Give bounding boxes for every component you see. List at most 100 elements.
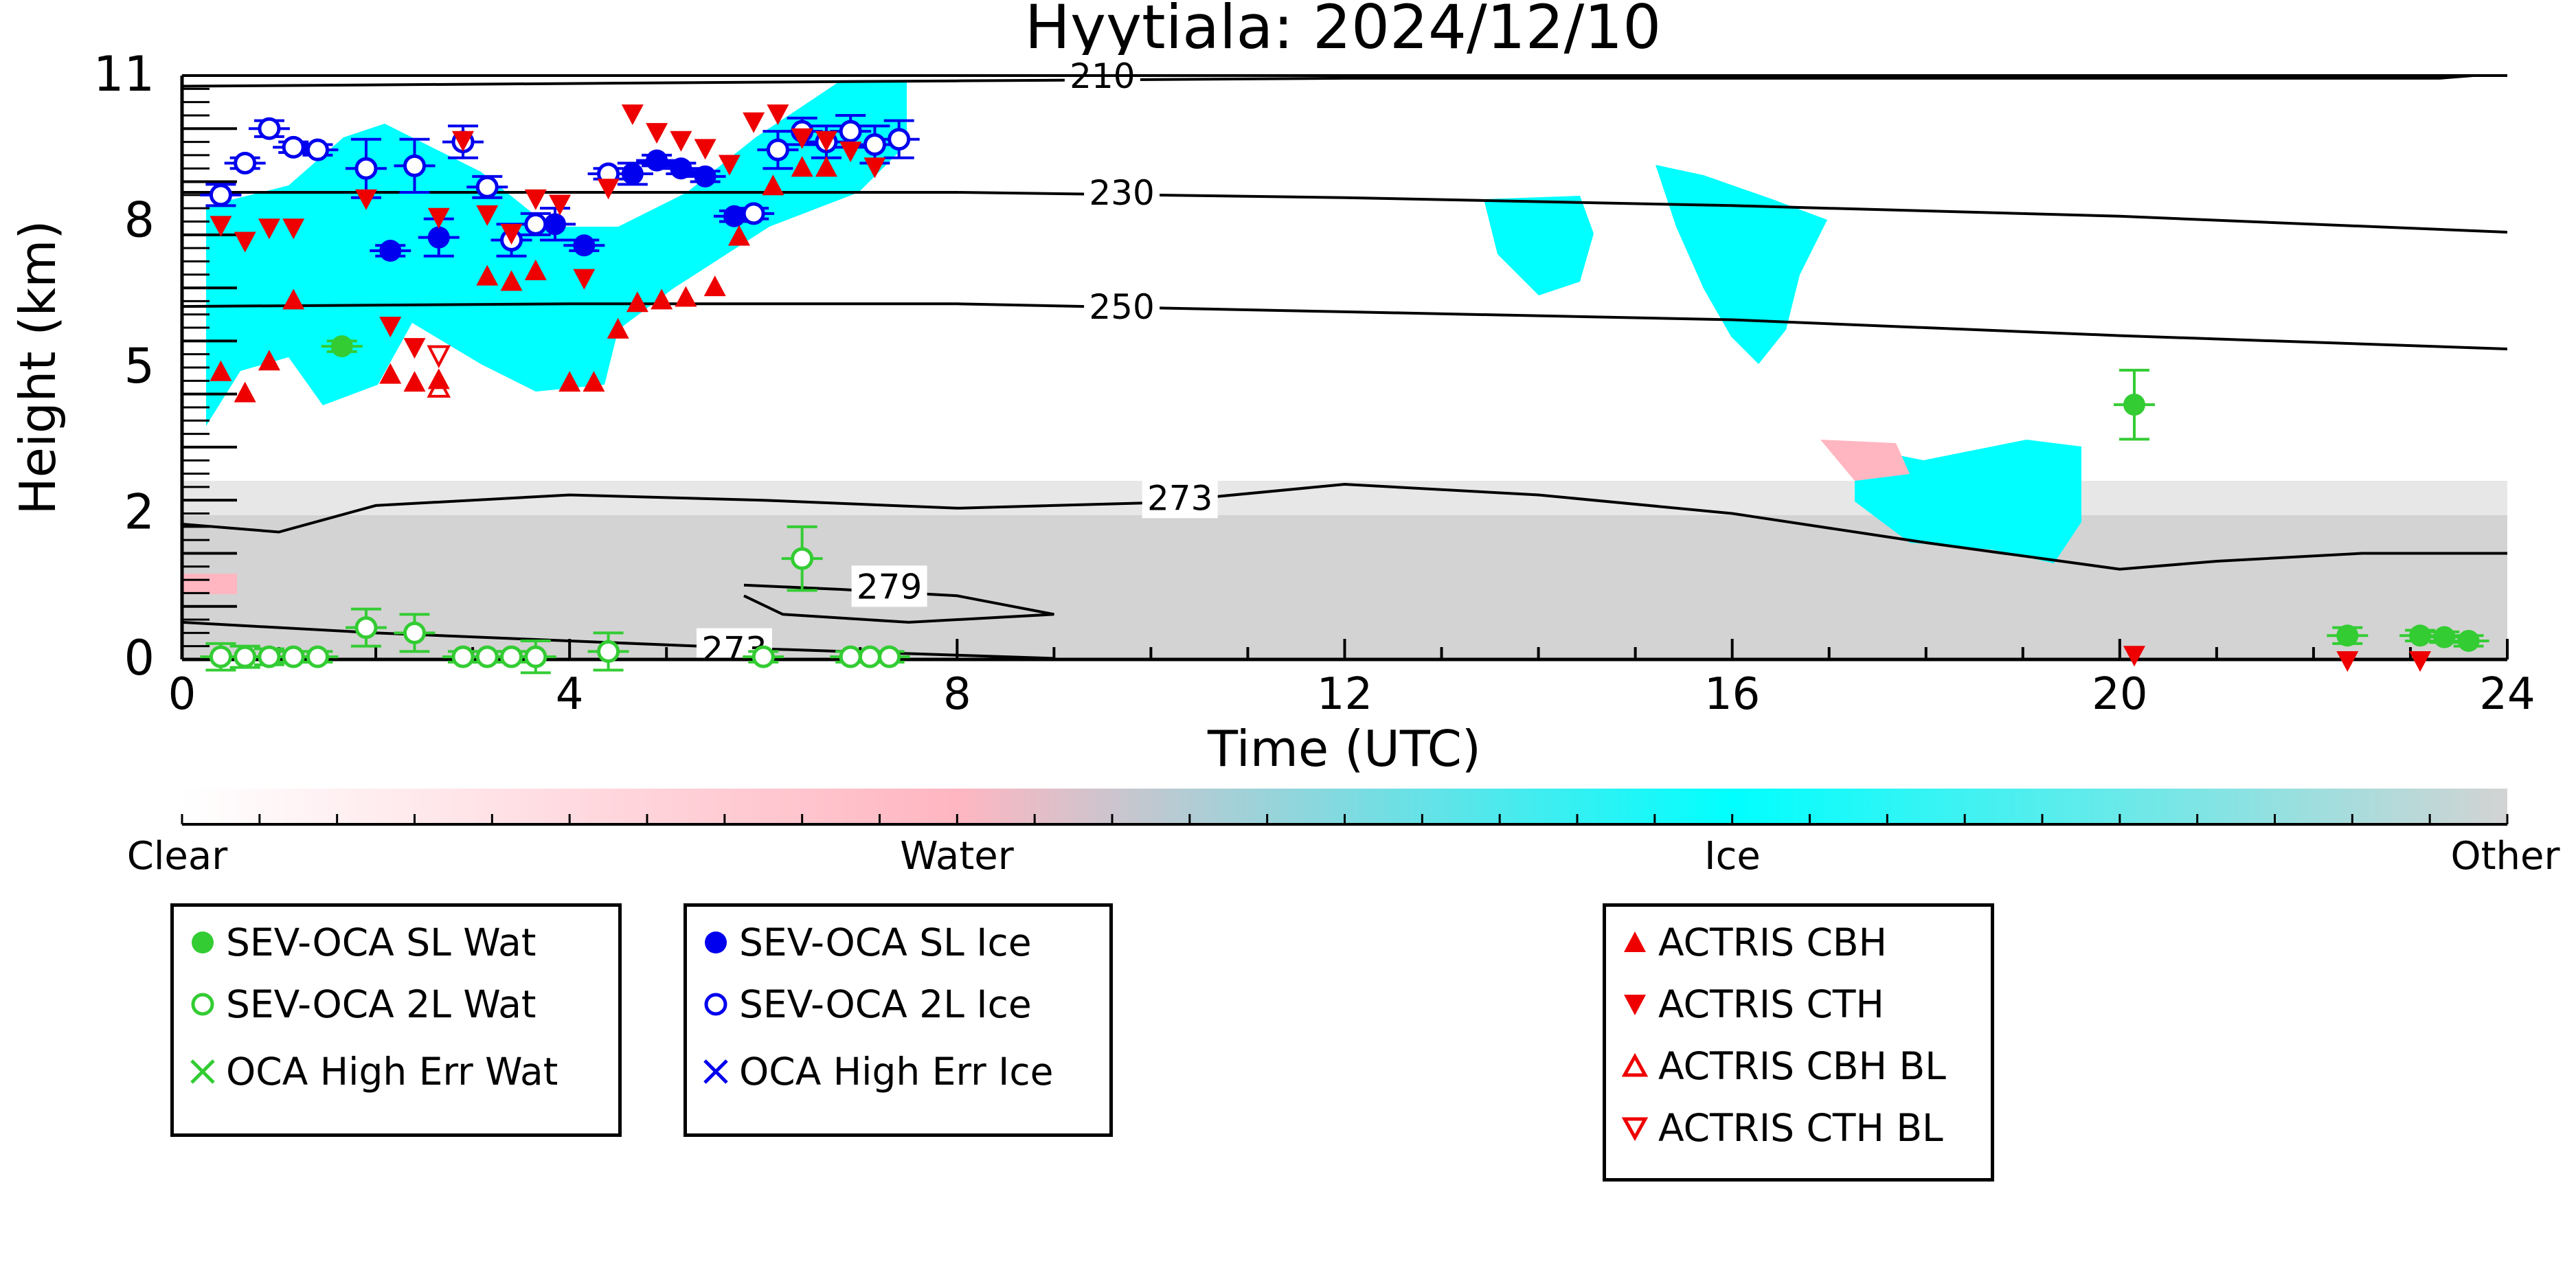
legend-item-cth-bl: ACTRIS CTH BL xyxy=(1618,1106,1943,1150)
marker-actris-cth xyxy=(234,231,256,253)
marker-actris-cbh xyxy=(607,317,629,339)
legend-label: SEV-OCA SL Ice xyxy=(739,920,1032,964)
marker-actris-cth xyxy=(743,112,765,133)
cloud-mask-field xyxy=(182,82,2507,658)
open-triangle-down-icon xyxy=(1621,1117,1649,1142)
marker-sev-oca-sl-wat xyxy=(2336,624,2359,647)
marker-sev-oca-sl-ice xyxy=(544,213,567,236)
marker-sev-oca-2l-wat xyxy=(524,645,547,668)
marker-sev-oca-2l-ice xyxy=(403,154,426,177)
marker-actris-cth xyxy=(573,269,596,290)
marker-actris-cbh xyxy=(258,350,280,371)
marker-actris-cth xyxy=(621,104,644,126)
open-circle-icon xyxy=(191,993,214,1016)
marker-sev-oca-sl-ice xyxy=(427,226,450,249)
x-tick-label: 24 xyxy=(2479,669,2535,720)
marker-sev-oca-2l-wat xyxy=(878,645,901,668)
marker-sev-oca-2l-ice xyxy=(282,135,305,159)
legend-label: SEV-OCA 2L Ice xyxy=(739,982,1032,1026)
marker-sev-oca-2l-wat xyxy=(234,645,257,668)
legend-label: OCA High Err Ice xyxy=(739,1050,1054,1094)
marker-actris-cbh xyxy=(762,174,784,196)
marker-sev-oca-sl-ice xyxy=(723,205,745,227)
colorbar-label-water: Water xyxy=(900,834,1015,879)
marker-sev-oca-2l-ice xyxy=(209,183,232,207)
marker-actris-cth xyxy=(524,189,547,210)
contour-label: 273 xyxy=(1147,478,1212,518)
marker-sev-oca-sl-wat xyxy=(2433,626,2456,648)
legend-item-higherr-wat: OCA High Err Wat xyxy=(186,1050,558,1094)
marker-sev-oca-sl-ice xyxy=(670,157,692,180)
legend-item-2l-ice: SEV-OCA 2L Ice xyxy=(699,982,1032,1026)
contour-273 xyxy=(182,620,1054,659)
x-tick-label: 12 xyxy=(1317,669,1372,720)
x-marker-icon xyxy=(190,1059,215,1084)
marker-actris-cth xyxy=(597,179,620,200)
legend-label: SEV-OCA 2L Wat xyxy=(226,982,536,1026)
marker-sev-oca-2l-ice xyxy=(524,212,547,236)
marker-actris-cth xyxy=(403,338,426,359)
marker-sev-oca-sl-ice xyxy=(379,240,402,262)
y-tick-label: 5 xyxy=(124,338,155,394)
marker-sev-oca-2l-ice xyxy=(742,202,765,225)
triangle-up-icon xyxy=(1624,931,1646,952)
legend-item-sl-wat: SEV-OCA SL Wat xyxy=(186,920,536,964)
y-ticks: 0 2 5 8 11 xyxy=(93,46,237,686)
x-tick-label: 4 xyxy=(556,669,584,720)
marker-actris-cbh xyxy=(379,363,402,384)
data-markers xyxy=(209,104,2480,672)
contour-label-bg xyxy=(1142,477,1218,519)
x-ticks: 0 4 8 12 16 20 24 xyxy=(168,639,2535,720)
legend-item-sl-ice: SEV-OCA SL Ice xyxy=(699,920,1032,964)
temperature-contours xyxy=(182,76,2507,659)
marker-actris-cth xyxy=(791,128,813,149)
marker-actris-cbh xyxy=(403,371,426,392)
marker-actris-cth xyxy=(549,194,572,216)
marker-actris-cth xyxy=(210,216,232,237)
other-boundary-layer xyxy=(182,515,2507,658)
x-tick-label: 16 xyxy=(1704,669,1760,720)
x-tick-label: 0 xyxy=(168,669,196,720)
contour-label: 279 xyxy=(857,567,922,607)
contour-label-bg xyxy=(1084,172,1160,213)
marker-sev-oca-2l-ice xyxy=(766,138,789,161)
legend-label: SEV-OCA SL Wat xyxy=(226,920,536,964)
marker-actris-cbh xyxy=(583,371,605,392)
marker-actris-cbh xyxy=(558,371,581,392)
marker-actris-cth xyxy=(2409,651,2432,672)
y-tick-label: 8 xyxy=(124,192,155,249)
marker-actris-cbh xyxy=(675,286,697,307)
legend-label: ACTRIS CBH xyxy=(1658,920,1887,964)
marker-sev-oca-2l-ice xyxy=(863,133,886,156)
marker-actris-cth xyxy=(354,189,377,210)
marker-sev-oca-sl-wat xyxy=(2123,394,2145,416)
legend-item-cth: ACTRIS CTH xyxy=(1618,982,1884,1026)
y-tick-label: 2 xyxy=(124,484,155,541)
marker-sev-oca-sl-wat xyxy=(2409,624,2432,647)
ice-cloud-14h xyxy=(1484,196,1594,295)
legend-water: SEV-OCA SL Wat SEV-OCA 2L Wat OCA High E… xyxy=(170,903,622,1137)
legend-label: ACTRIS CTH xyxy=(1658,982,1884,1026)
marker-sev-oca-sl-ice xyxy=(621,162,644,185)
marker-actris-cbh xyxy=(703,275,726,297)
marker-sev-oca-2l-wat xyxy=(752,645,775,668)
contour-label: 250 xyxy=(1089,287,1154,327)
marker-actris-cth xyxy=(646,123,668,144)
y-axis-label: Height (km) xyxy=(9,221,67,515)
marker-sev-oca-2l-wat xyxy=(306,645,329,668)
x-tick-label: 8 xyxy=(943,669,971,720)
marker-sev-oca-2l-wat xyxy=(791,547,814,570)
marker-actris-cbh xyxy=(815,156,837,177)
marker-actris-cbh xyxy=(626,291,648,313)
marker-actris-cbh xyxy=(476,264,499,286)
legend-actris: ACTRIS CBH ACTRIS CTH ACTRIS CBH BL ACTR… xyxy=(1603,903,1994,1182)
colorbar-label-other: Other xyxy=(2450,834,2560,879)
marker-sev-oca-2l-ice xyxy=(839,120,862,143)
marker-actris-cth xyxy=(767,104,789,126)
marker-actris-cth xyxy=(694,139,716,160)
chart-title: Hyytiala: 2024/12/10 xyxy=(1025,0,1661,63)
legend-label: ACTRIS CTH BL xyxy=(1658,1106,1943,1150)
marker-sev-oca-2l-ice xyxy=(258,117,281,140)
